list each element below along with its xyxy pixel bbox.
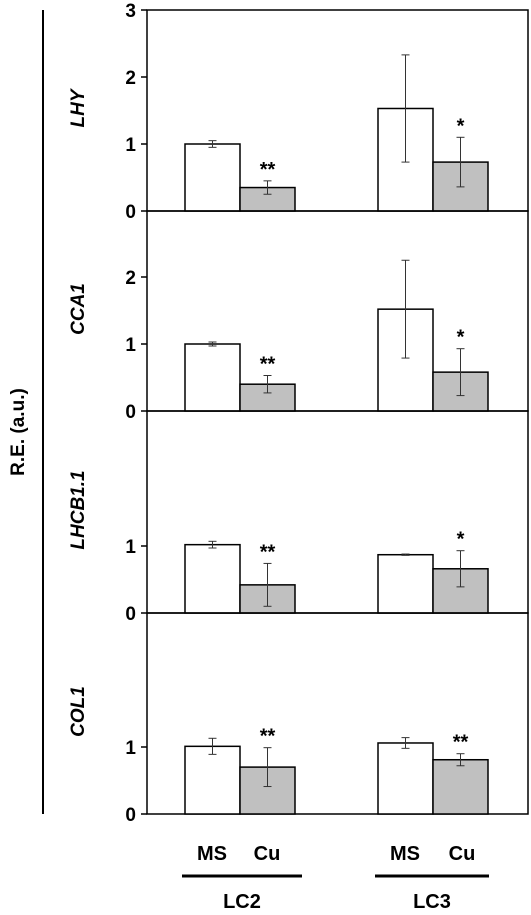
significance-label: ** bbox=[453, 732, 469, 754]
gene-label: CCA1 bbox=[68, 283, 89, 335]
panel-col1: 0 1 COL1 ** ** bbox=[68, 612, 529, 826]
y-tick-label: 0 bbox=[125, 202, 136, 223]
bar-cu-lc2 bbox=[239, 766, 296, 815]
y-tick-label: 1 bbox=[125, 335, 136, 356]
bar-ms-lc2 bbox=[184, 343, 241, 412]
bar-ms-lc2 bbox=[184, 745, 241, 815]
group-label-lc3: LC3 bbox=[413, 891, 451, 913]
significance-label: ** bbox=[260, 726, 276, 748]
condition-label-ms-lc2: MS bbox=[197, 843, 227, 865]
condition-label-cu-lc2: Cu bbox=[254, 843, 281, 865]
bar-ms-lc3 bbox=[377, 742, 434, 815]
y-tick-label: 1 bbox=[125, 738, 136, 759]
gene-label: COL1 bbox=[68, 686, 89, 737]
bar-ms-lc3 bbox=[377, 553, 434, 614]
y-tick-label: 0 bbox=[125, 805, 136, 826]
significance-label: ** bbox=[260, 159, 276, 181]
significance-label: ** bbox=[260, 541, 276, 563]
y-tick-label: 1 bbox=[125, 537, 136, 558]
condition-label-ms-lc3: MS bbox=[390, 843, 420, 865]
y-tick-label: 0 bbox=[125, 604, 136, 625]
bar-ms-lc2 bbox=[184, 143, 241, 212]
bar-ms-lc2 bbox=[184, 543, 241, 614]
bar-ms-lc3 bbox=[377, 308, 434, 412]
significance-label: * bbox=[457, 529, 465, 551]
bar-cu-lc3 bbox=[432, 758, 489, 815]
significance-label: * bbox=[457, 115, 465, 137]
y-tick-label: 2 bbox=[125, 68, 136, 89]
y-tick-label: 2 bbox=[125, 268, 136, 289]
panel-frame bbox=[146, 612, 529, 815]
condition-label-cu-lc3: Cu bbox=[449, 843, 476, 865]
y-tick-label: 0 bbox=[125, 402, 136, 423]
gene-label: LHCB1.1 bbox=[68, 470, 89, 549]
y-tick-label: 1 bbox=[125, 135, 136, 156]
group-label-lc2: LC2 bbox=[223, 891, 261, 913]
gene-label: LHY bbox=[68, 87, 89, 127]
y-axis-label: R.E. (a.u.) bbox=[8, 388, 29, 476]
significance-label: ** bbox=[260, 353, 276, 375]
significance-label: * bbox=[457, 327, 465, 349]
y-tick-label: 3 bbox=[125, 1, 136, 22]
